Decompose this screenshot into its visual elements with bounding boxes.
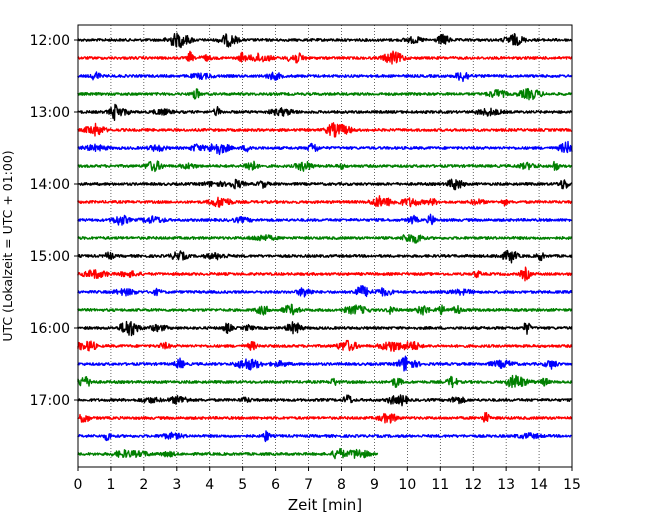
- y-tick-label: 15:00: [30, 249, 70, 265]
- trace-1230: [77, 71, 573, 83]
- trace-1430: [77, 213, 573, 226]
- x-tick-label: 10: [398, 477, 416, 493]
- seismic-traces: [77, 32, 573, 460]
- x-tick-label: 8: [337, 477, 346, 493]
- trace-1730: [77, 430, 573, 443]
- trace-1500: [77, 249, 573, 264]
- trace-1330: [77, 140, 573, 156]
- x-tick-label: 6: [271, 477, 280, 493]
- y-tick-label: 14:00: [30, 177, 70, 193]
- x-tick-label: 15: [563, 477, 581, 493]
- y-tick-label: 13:00: [30, 105, 70, 121]
- plot-frame: [77, 24, 573, 468]
- trace-1700: [77, 394, 573, 407]
- y-axis-ticks: 12:00 13:00 14:00 15:00 16:00 17:00: [30, 33, 78, 409]
- trace-1400: [77, 178, 573, 191]
- y-tick-label: 17:00: [30, 393, 70, 409]
- x-tick-label: 9: [370, 477, 379, 493]
- trace-1545: [77, 303, 573, 316]
- x-tick-label: 3: [172, 477, 181, 493]
- trace-1215: [77, 50, 573, 65]
- trace-1615: [77, 339, 573, 353]
- trace-1315: [77, 122, 573, 138]
- trace-1415: [77, 195, 573, 208]
- trace-1745: [77, 447, 379, 460]
- trace-1600: [77, 320, 573, 337]
- y-tick-label: 16:00: [30, 321, 70, 337]
- x-tick-label: 14: [530, 477, 548, 493]
- x-tick-label: 2: [139, 477, 148, 493]
- trace-1345: [77, 160, 573, 173]
- x-tick-label: 0: [74, 477, 83, 493]
- trace-1630: [77, 355, 573, 372]
- x-tick-label: 5: [238, 477, 247, 493]
- x-tick-label: 13: [497, 477, 515, 493]
- trace-1200: [77, 32, 573, 49]
- y-tick-label: 12:00: [30, 33, 70, 49]
- trace-1645: [77, 374, 573, 389]
- x-axis-ticks: 0 1 2 3 4 5 6 7 8 9 10 11 12 13 14 15: [74, 467, 581, 493]
- x-tick-label: 12: [464, 477, 482, 493]
- x-axis-label: Zeit [min]: [288, 496, 362, 514]
- trace-1300: [77, 103, 573, 121]
- trace-1445: [77, 233, 573, 244]
- trace-1515: [77, 266, 573, 282]
- x-tick-label: 11: [431, 477, 449, 493]
- trace-1530: [77, 285, 573, 298]
- trace-1715: [77, 412, 573, 424]
- x-tick-label: 7: [304, 477, 313, 493]
- x-tick-label: 4: [205, 477, 214, 493]
- y-axis-label: UTC (Lokalzeit = UTC + 01:00): [0, 150, 15, 341]
- x-tick-label: 1: [106, 477, 115, 493]
- trace-1245: [77, 87, 573, 101]
